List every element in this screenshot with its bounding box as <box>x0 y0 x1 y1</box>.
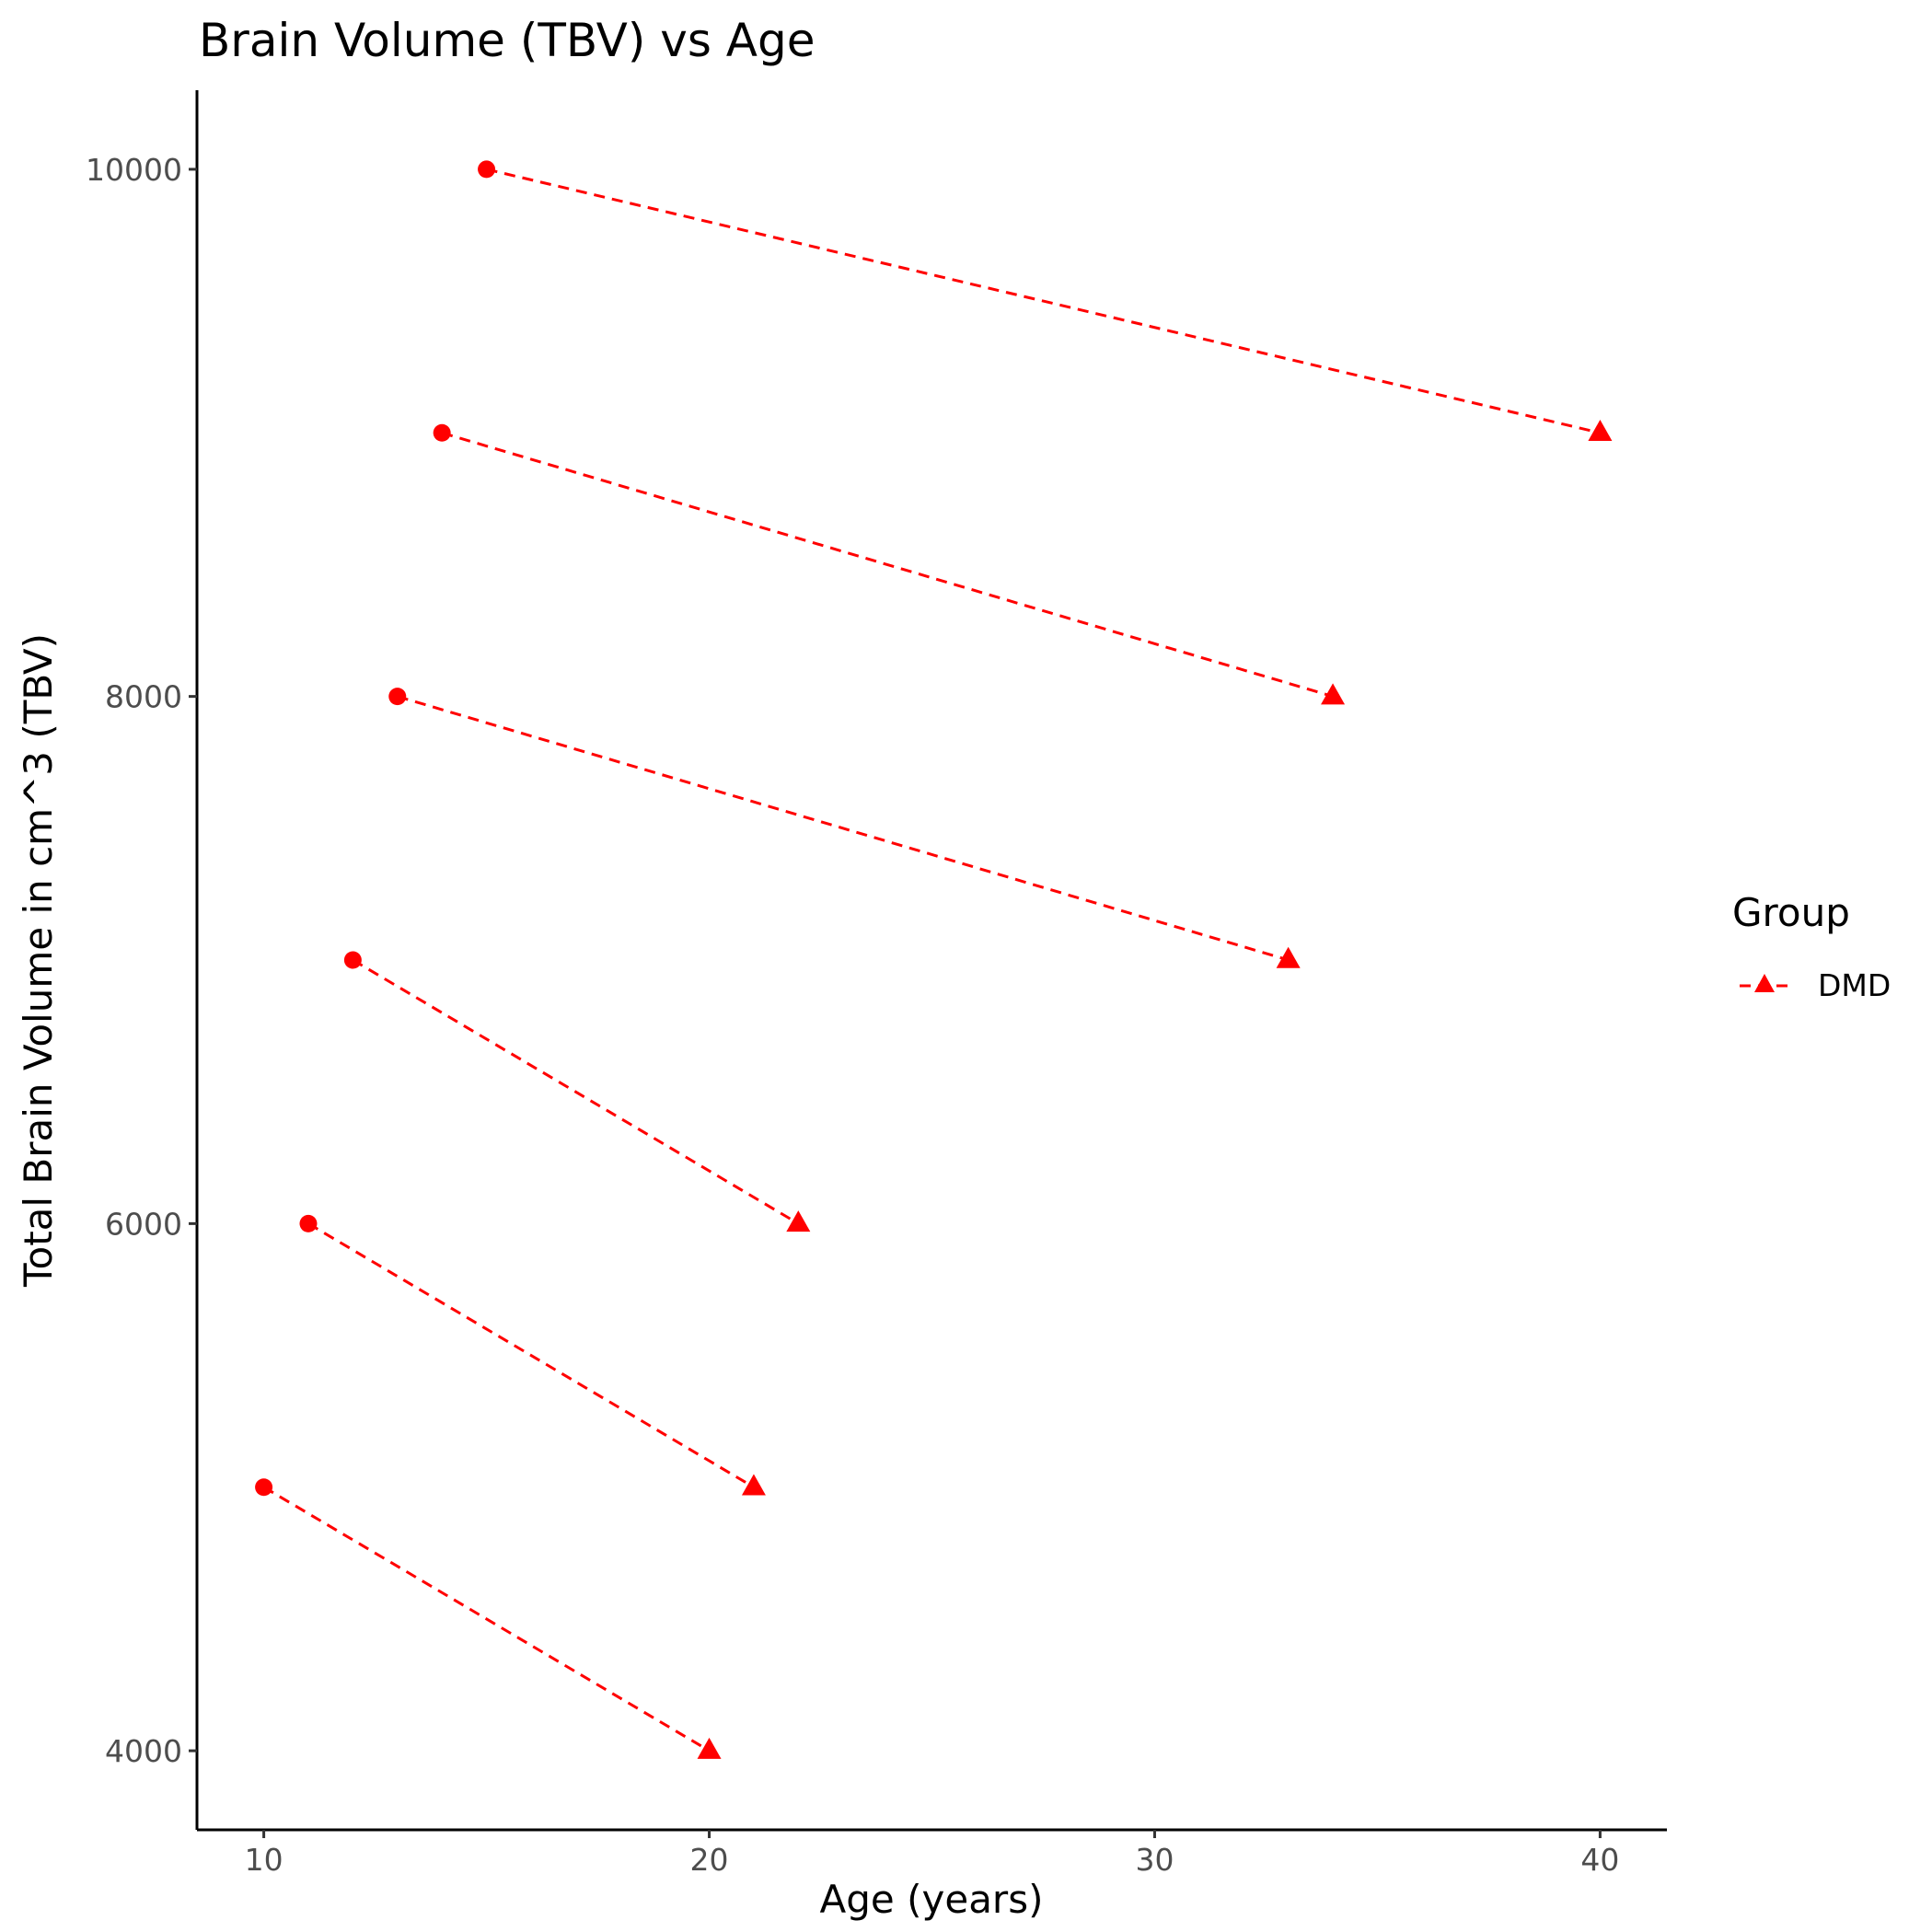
data-point-circle <box>433 423 451 442</box>
plot-area <box>255 160 1613 1759</box>
y-tick-label: 4000 <box>105 1733 182 1769</box>
data-point-circle <box>255 1478 273 1497</box>
series-segment-line <box>397 695 1290 962</box>
y-tick-label: 10000 <box>86 152 182 188</box>
data-point-triangle <box>697 1737 722 1759</box>
y-tick-label: 8000 <box>105 679 182 715</box>
y-tick-label: 6000 <box>105 1206 182 1242</box>
data-point-triangle <box>786 1210 811 1232</box>
chart-title: Brain Volume (TBV) vs Age <box>199 14 815 67</box>
data-point-triangle <box>1321 683 1346 705</box>
x-ticks: 10 20 30 40 <box>245 1830 1619 1878</box>
y-axis-title: Total Brain Volume in cm^3 (TBV) <box>16 633 61 1288</box>
legend-key-triangle <box>1754 974 1775 992</box>
series-segments <box>262 168 1601 1753</box>
series-segment-line <box>262 1486 711 1753</box>
x-axis-title: Age (years) <box>820 1877 1044 1922</box>
series-segment-line <box>307 1222 755 1489</box>
data-point-circle <box>343 951 362 969</box>
data-point-circle <box>388 688 407 706</box>
data-point-triangle <box>741 1474 766 1496</box>
data-point-triangle <box>1276 946 1301 968</box>
legend-title: Group <box>1732 890 1850 935</box>
x-tick-label: 40 <box>1580 1842 1619 1878</box>
y-ticks: 4000 6000 8000 10000 <box>86 152 197 1769</box>
data-point-circle <box>478 160 496 179</box>
x-tick-label: 20 <box>690 1842 729 1878</box>
series-segment-line <box>352 958 800 1225</box>
series-markers <box>255 160 1613 1759</box>
series-segment-line <box>441 431 1334 699</box>
series-segment-line <box>486 168 1601 434</box>
legend: Group DMD <box>1732 890 1891 1003</box>
data-point-triangle <box>1588 420 1613 442</box>
legend-label-dmd: DMD <box>1818 967 1891 1003</box>
x-tick-label: 10 <box>245 1842 283 1878</box>
data-point-circle <box>299 1214 318 1232</box>
x-tick-label: 30 <box>1135 1842 1174 1878</box>
